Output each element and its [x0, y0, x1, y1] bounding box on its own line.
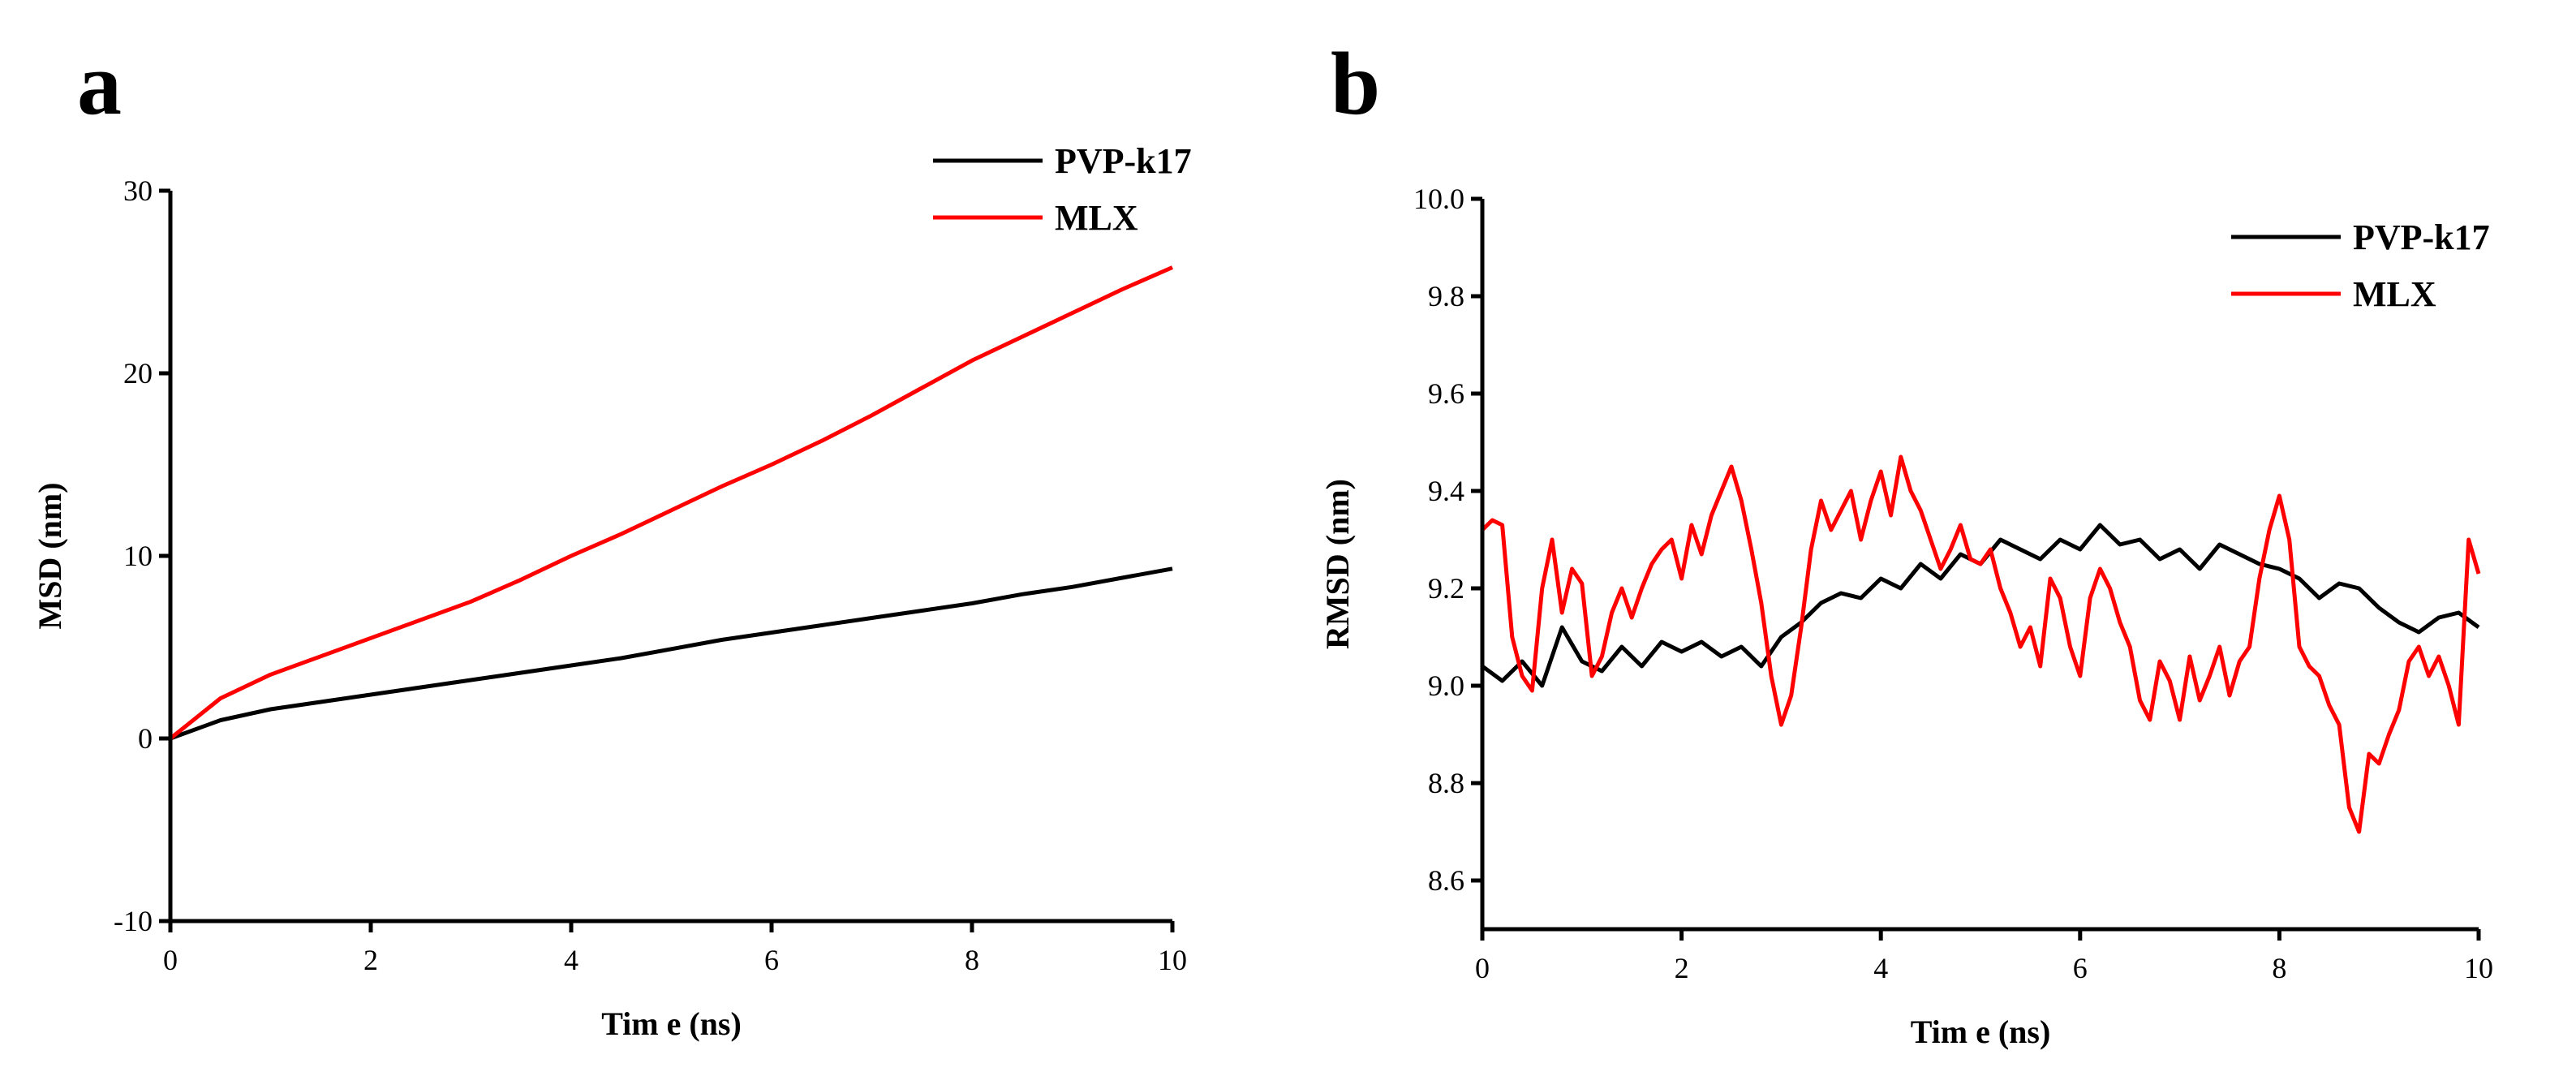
- panel-a-y-tick-label-1: 0: [138, 722, 153, 755]
- panel-a-x-tick-label-5: 10: [1158, 944, 1187, 976]
- panel-a-x-tick-label-3: 6: [764, 944, 779, 976]
- panel-b-label: b: [1331, 34, 1380, 133]
- panel-a-y-tick-label-3: 20: [123, 357, 153, 390]
- panel-b-x-tick-label-0: 0: [1475, 952, 1490, 984]
- panel-b-series-pvp-k17-line: [1481, 523, 2480, 688]
- panel-b: b 0 2 4 6 8 10 8.6 8.8 9.0 9.2 9.4 9.6 9.8 10.0 Tim e…: [1319, 34, 2493, 1050]
- panel-b-y-tick-label-7: 10.0: [1413, 183, 1464, 215]
- panel-b-y-axis-label: RMSD (nm): [1319, 479, 1356, 649]
- panel-a-legend-label-mlx: MLX: [1055, 198, 1138, 238]
- panel-a-series-mlx-line: [169, 265, 1174, 740]
- panel-b-y-tick-label-0: 8.6: [1428, 864, 1464, 897]
- panel-a-series-pvp-k17-line: [170, 566, 1173, 741]
- panel-b-y-tick-label-4: 9.4: [1428, 475, 1464, 507]
- panel-a-x-tick-label-1: 2: [363, 944, 378, 976]
- panel-b-ticks: 0 2 4 6 8 10 8.6 8.8 9.0 9.2 9.4 9.6 9.8 10.0: [1413, 183, 2493, 984]
- panel-b-legend-label-pvp-k17: PVP-k17: [2353, 217, 2490, 257]
- panel-b-y-tick-label-3: 9.2: [1428, 572, 1464, 605]
- panel-a-series-group: [169, 265, 1174, 741]
- panel-a-label: a: [77, 34, 122, 133]
- panel-b-legend: PVP-k17 MLX: [2231, 217, 2490, 314]
- panel-a-y-tick-label-2: 10: [123, 540, 153, 572]
- panel-b-axes: [1480, 199, 2479, 932]
- panel-a-legend: PVP-k17 MLX: [933, 141, 1192, 238]
- panel-a-y-tick-label-4: 30: [123, 174, 153, 207]
- panel-b-series-group: [1481, 454, 2481, 834]
- panel-a-ticks: 0 2 4 6 8 10 -10 0 10 20 30: [114, 174, 1187, 976]
- panel-b-y-tick-label-2: 9.0: [1428, 669, 1464, 702]
- panel-b-y-tick-label-5: 9.6: [1428, 377, 1464, 410]
- panel-b-x-tick-label-4: 8: [2272, 952, 2286, 984]
- panel-b-x-tick-label-1: 2: [1675, 952, 1689, 984]
- panel-a-x-tick-label-4: 8: [965, 944, 979, 976]
- panel-a-axes: [168, 191, 1172, 923]
- panel-a-legend-label-pvp-k17: PVP-k17: [1055, 141, 1192, 181]
- panel-b-x-tick-label-2: 4: [1873, 952, 1888, 984]
- panel-a-x-axis-label: Tim e (ns): [601, 1005, 742, 1042]
- panel-b-legend-label-mlx: MLX: [2353, 274, 2436, 314]
- panel-b-x-tick-label-5: 10: [2464, 952, 2493, 984]
- panel-a-x-tick-label-2: 4: [564, 944, 578, 976]
- panel-a-y-axis-label: MSD (nm): [32, 482, 68, 629]
- panel-a-y-tick-label-0: -10: [114, 905, 153, 937]
- panel-b-y-tick-label-6: 9.8: [1428, 280, 1464, 312]
- panel-b-series-mlx-line: [1481, 454, 2481, 834]
- panel-b-x-axis-label: Tim e (ns): [1911, 1014, 2051, 1050]
- panel-a-x-tick-label-0: 0: [163, 944, 178, 976]
- panel-b-y-tick-label-1: 8.8: [1428, 767, 1464, 799]
- panel-b-x-tick-label-3: 6: [2073, 952, 2088, 984]
